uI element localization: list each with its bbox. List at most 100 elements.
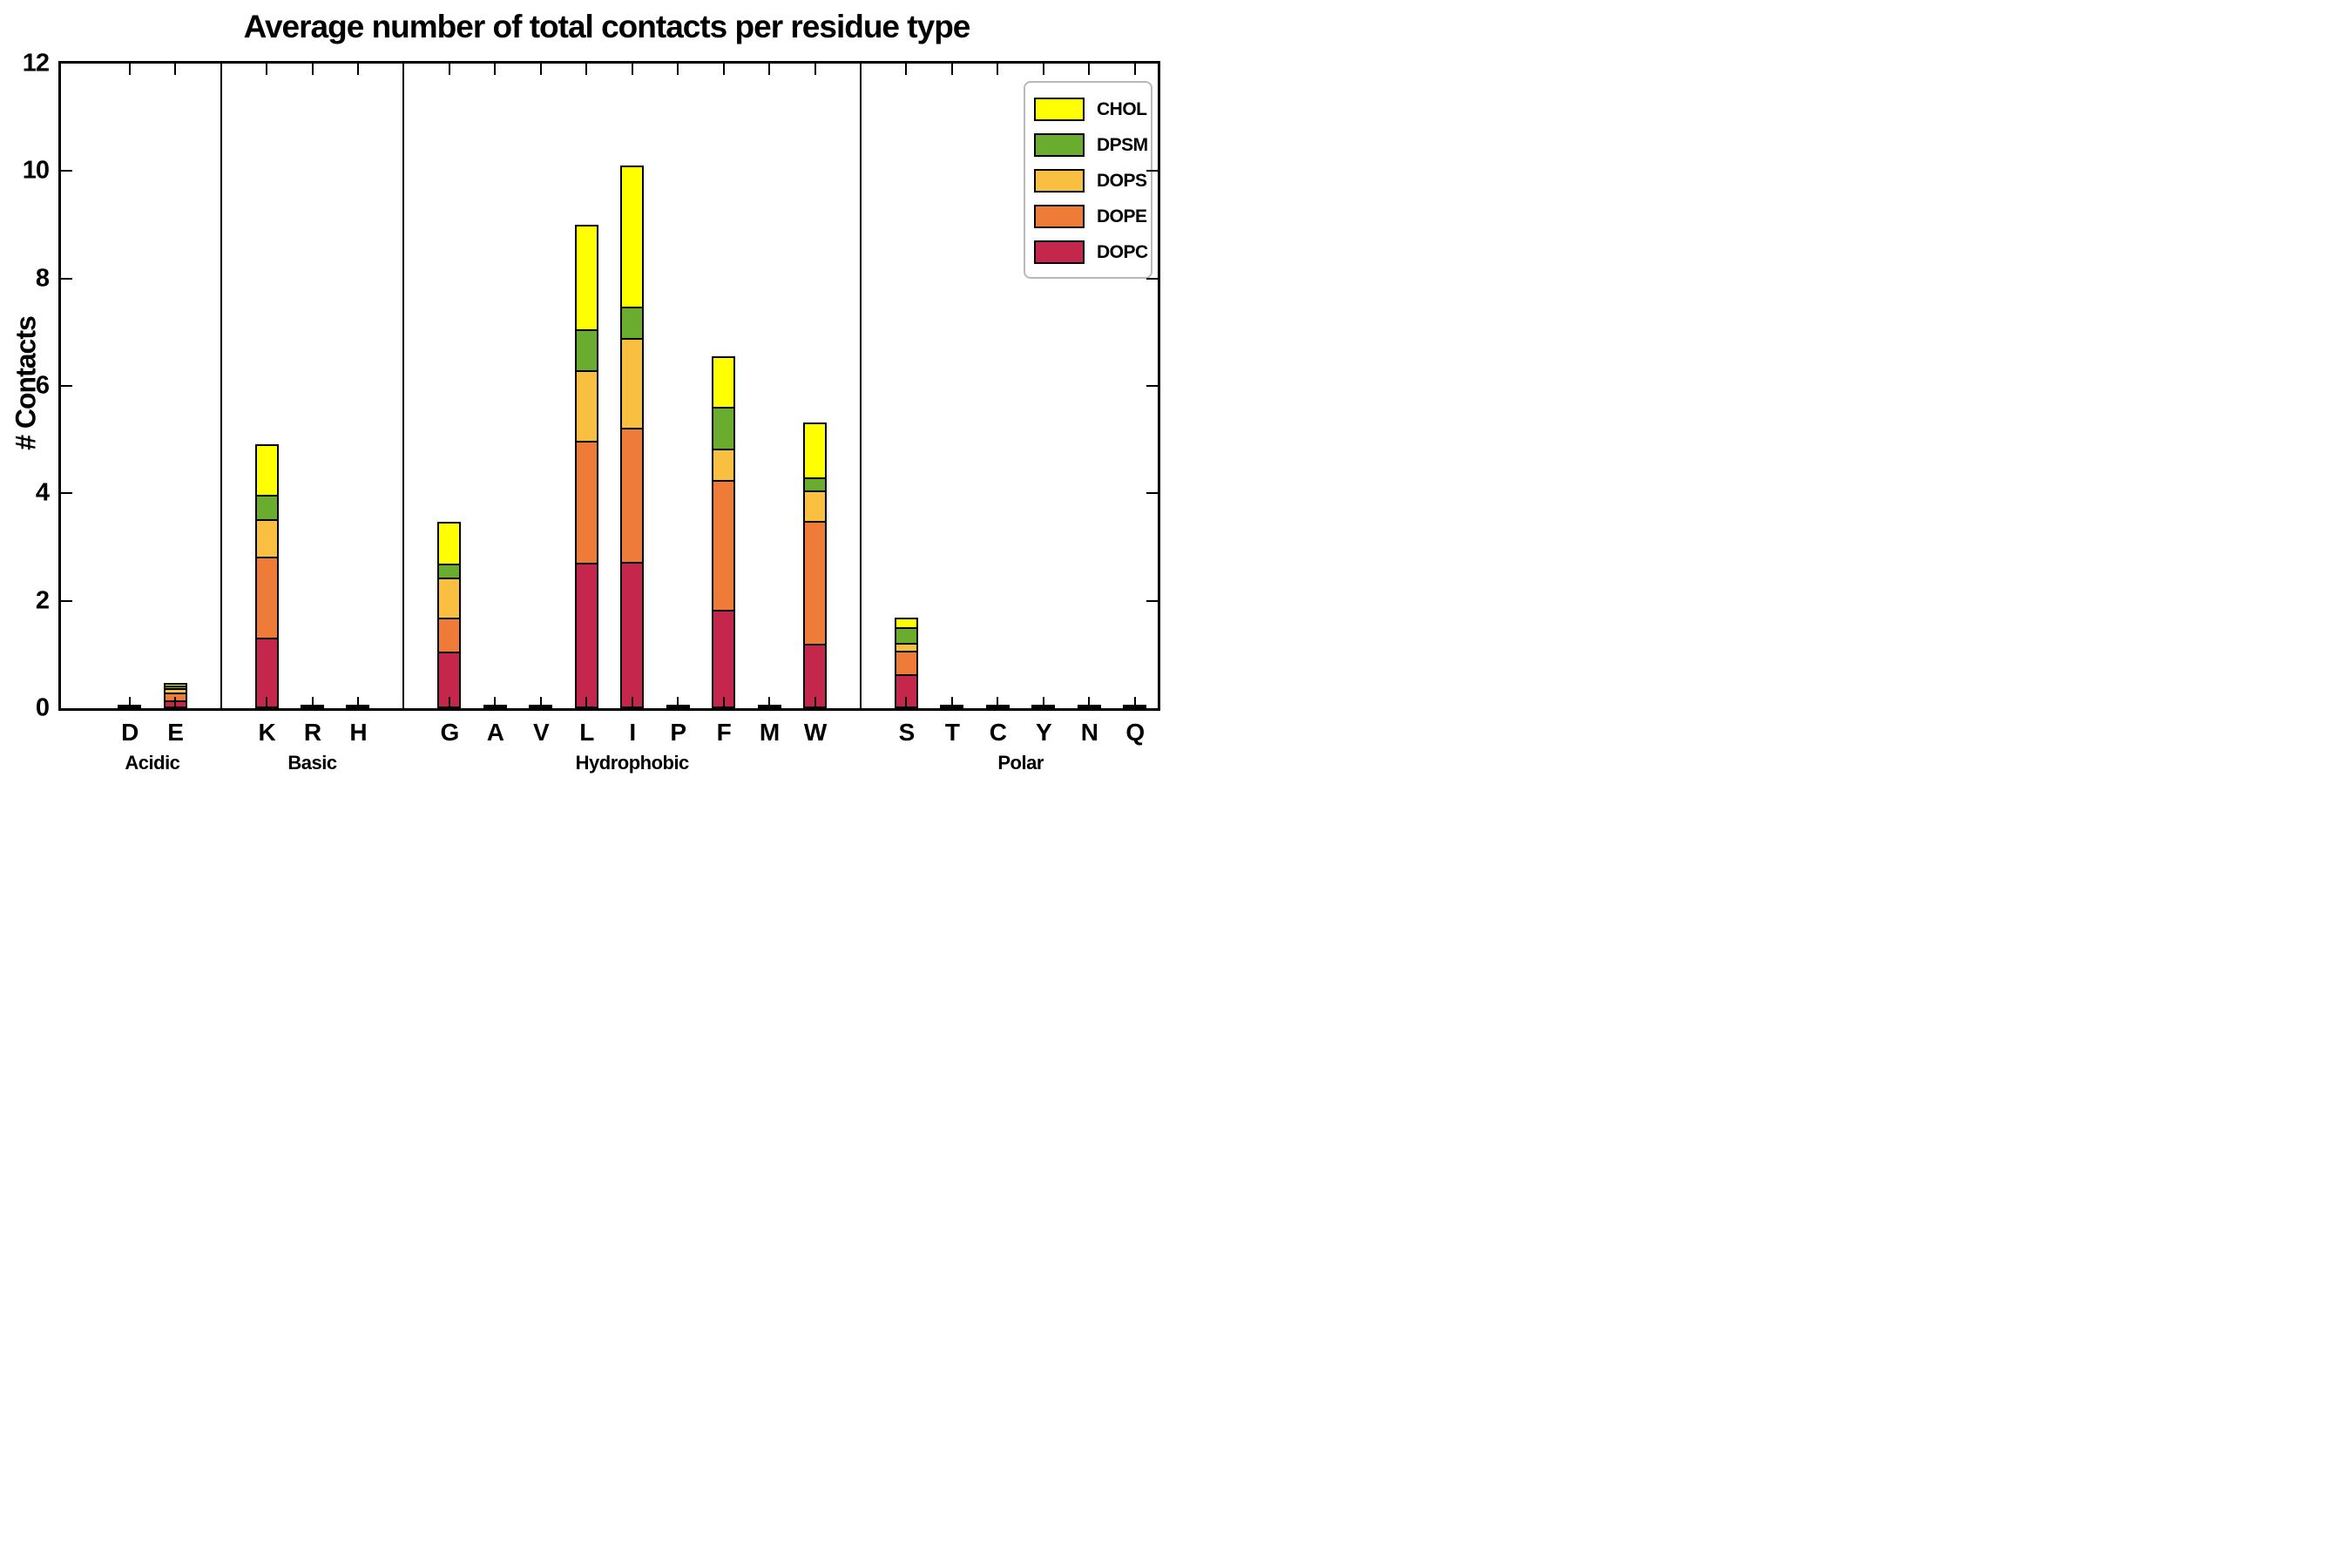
bar-segment-DOPS-I (620, 337, 645, 430)
y-tick-left-4 (61, 492, 72, 495)
x-tick-label-A: A (486, 719, 504, 746)
legend-swatch-DPSM (1034, 133, 1085, 157)
group-separator-line (860, 64, 862, 708)
x-tick-bottom-C (997, 697, 999, 708)
x-tick-top-Y (1042, 64, 1044, 75)
x-tick-bottom-N (1088, 697, 1091, 708)
bar-segment-CHOL-K (254, 443, 279, 497)
y-tick-right-10 (1146, 170, 1158, 172)
x-tick-label-E: E (167, 719, 184, 746)
legend-item-CHOL: CHOL (1034, 91, 1147, 127)
x-tick-top-G (448, 64, 450, 75)
legend-label-DOPC: DOPC (1097, 241, 1148, 262)
x-tick-label-H: H (349, 719, 367, 746)
x-tick-top-D (128, 64, 131, 75)
x-tick-label-W: W (803, 719, 827, 746)
bar-segment-DOPE-F (712, 479, 736, 612)
x-tick-label-D: D (121, 719, 139, 746)
bar-segment-CHOL-S (894, 617, 918, 629)
x-tick-top-M (768, 64, 771, 75)
x-tick-label-C: C (989, 719, 1007, 746)
x-tick-bottom-T (950, 697, 953, 708)
x-tick-label-M: M (759, 719, 780, 746)
bar-segment-DPSM-S (894, 626, 918, 645)
y-tick-left-10 (61, 170, 72, 172)
y-tick-right-8 (1146, 277, 1158, 280)
x-tick-bottom-A (494, 697, 497, 708)
y-tick-label-0: 0 (35, 693, 50, 722)
bar-segment-DOPC-I (620, 562, 645, 708)
x-tick-bottom-G (448, 697, 450, 708)
legend-item-DOPE: DOPE (1034, 199, 1147, 234)
x-tick-bottom-D (128, 697, 131, 708)
x-tick-top-T (950, 64, 953, 75)
y-tick-label-8: 8 (35, 264, 50, 293)
x-tick-label-I: I (629, 719, 636, 746)
x-tick-label-Q: Q (1125, 719, 1145, 746)
bar-segment-DOPC-W (803, 644, 828, 708)
x-tick-label-L: L (579, 719, 594, 746)
y-tick-label-6: 6 (35, 371, 50, 400)
bar-segment-DPSM-W (803, 476, 828, 492)
x-tick-bottom-Q (1133, 697, 1136, 708)
bar-segment-DOPS-K (254, 518, 279, 559)
x-tick-top-K (266, 64, 268, 75)
legend-swatch-CHOL (1034, 98, 1085, 121)
x-tick-top-A (494, 64, 497, 75)
x-tick-top-C (997, 64, 999, 75)
x-tick-top-V (539, 64, 542, 75)
x-tick-bottom-L (585, 697, 588, 708)
bar-segment-CHOL-E (163, 683, 187, 688)
x-tick-label-R: R (303, 719, 321, 746)
group-label-hydrophobic: Hydrophobic (575, 752, 690, 774)
x-tick-bottom-S (905, 697, 908, 708)
legend-label-DOPE: DOPE (1097, 206, 1147, 226)
x-tick-label-K: K (258, 719, 275, 746)
group-separator-line (402, 64, 405, 708)
x-tick-top-F (722, 64, 725, 75)
legend-label-DOPS: DOPS (1097, 170, 1147, 191)
x-tick-bottom-E (174, 697, 177, 708)
x-tick-label-G: G (440, 719, 460, 746)
legend-label-DPSM: DPSM (1097, 134, 1148, 155)
x-tick-top-L (585, 64, 588, 75)
x-tick-label-T: T (944, 719, 960, 746)
bar-segment-DPSM-F (712, 407, 736, 451)
x-tick-bottom-F (722, 697, 725, 708)
x-tick-label-F: F (716, 719, 732, 746)
legend-item-DOPS: DOPS (1034, 163, 1147, 199)
group-separator-line (220, 64, 222, 708)
bar-segment-DOPE-W (803, 520, 828, 645)
legend-swatch-DOPE (1034, 205, 1085, 228)
x-tick-bottom-H (356, 697, 359, 708)
x-tick-top-N (1088, 64, 1091, 75)
x-tick-bottom-M (768, 697, 771, 708)
bar-segment-DPSM-I (620, 306, 645, 340)
group-label-acidic: Acidic (125, 752, 180, 774)
x-tick-label-Y: Y (1036, 719, 1052, 746)
bar-segment-DOPS-F (712, 449, 736, 482)
x-tick-top-S (905, 64, 908, 75)
x-tick-label-S: S (898, 719, 916, 746)
x-tick-bottom-I (631, 697, 633, 708)
x-tick-label-V: V (532, 719, 550, 746)
group-label-basic: Basic (287, 752, 337, 774)
x-tick-bottom-V (539, 697, 542, 708)
x-tick-label-N: N (1080, 719, 1098, 746)
x-tick-label-P: P (670, 719, 686, 746)
x-tick-bottom-Y (1042, 697, 1044, 708)
y-tick-label-10: 10 (22, 156, 50, 185)
bar-segment-DOPE-K (254, 557, 279, 639)
bar-segment-CHOL-W (803, 422, 828, 479)
x-tick-bottom-W (814, 697, 816, 708)
legend-swatch-DOPC (1034, 240, 1085, 264)
x-tick-top-Q (1133, 64, 1136, 75)
chart: Average number of total contacts per res… (0, 0, 1176, 784)
legend-label-CHOL: CHOL (1097, 98, 1147, 119)
legend-item-DOPC: DOPC (1034, 234, 1148, 270)
bar-segment-CHOL-I (620, 165, 645, 308)
x-tick-bottom-R (311, 697, 314, 708)
bar-segment-DOPS-W (803, 490, 828, 523)
bar-segment-CHOL-L (574, 225, 598, 331)
